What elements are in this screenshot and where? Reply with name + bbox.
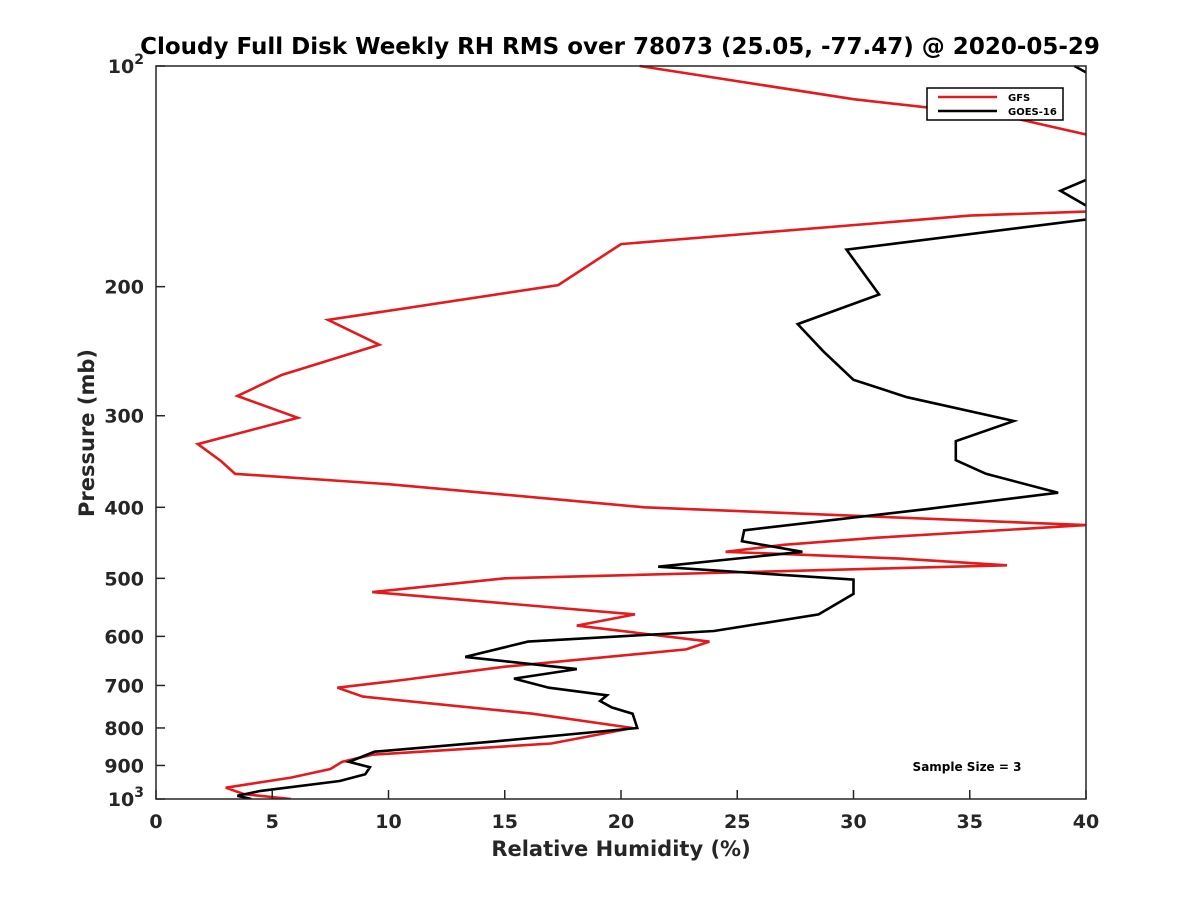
y-tick-label-base: 10 (108, 56, 134, 78)
plot-area: 0 5 10 15 20 25 30 35 40 10220030040050060070080… (104, 52, 1099, 833)
legend-label-gfs: GFS (1008, 93, 1030, 104)
x-tick-label: 40 (1073, 811, 1099, 833)
y-axis-title: Pressure (mb) (75, 349, 99, 517)
legend-label-goes-16: GOES-16 (1008, 107, 1057, 118)
x-tick-label: 10 (375, 811, 401, 833)
y-tick-label-base: 700 (104, 675, 144, 697)
y-tick-label: 102 (108, 52, 144, 78)
legend-box (926, 87, 1064, 121)
x-tick-label: 0 (149, 811, 162, 833)
x-tick-label: 25 (724, 811, 750, 833)
y-tick-label: 600 (104, 626, 144, 648)
x-tick-label: 5 (266, 811, 279, 833)
y-tick-label-base: 10 (108, 789, 134, 811)
y-tick-label: 200 (104, 277, 144, 299)
y-tick-label-base: 800 (104, 718, 144, 740)
y-tick-label-base: 600 (104, 626, 144, 648)
y-tick-label: 103 (108, 785, 144, 811)
x-tick-label: 30 (840, 811, 866, 833)
y-tick-label-base: 200 (104, 277, 144, 299)
chart-title: Cloudy Full Disk Weekly RH RMS over 7807… (140, 34, 1100, 60)
y-tick-label-base: 300 (104, 406, 144, 428)
y-tick-label-exponent: 3 (134, 785, 144, 801)
sample-size-annotation: Sample Size = 3 (913, 760, 1022, 774)
y-tick-label: 500 (104, 568, 144, 590)
x-tick-label: 15 (492, 811, 518, 833)
x-axis: 0 5 10 15 20 25 30 35 40 (149, 790, 1099, 833)
series-layer (194, 64, 1086, 799)
y-tick-label: 400 (104, 497, 144, 519)
y-tick-label-exponent: 2 (134, 52, 144, 68)
y-tick-label: 900 (104, 755, 144, 777)
x-tick-label: 35 (957, 811, 983, 833)
y-tick-label: 800 (104, 718, 144, 740)
y-tick-label: 700 (104, 675, 144, 697)
y-tick-label-base: 900 (104, 755, 144, 777)
legend: GFS GOES-16 (926, 87, 1064, 121)
y-tick-label-base: 400 (104, 497, 144, 519)
y-tick-label-base: 500 (104, 568, 144, 590)
y-tick-label: 300 (104, 406, 144, 428)
x-axis-title: Relative Humidity (%) (491, 837, 750, 861)
series-line-goes-16 (237, 64, 1086, 799)
x-tick-label: 20 (608, 811, 634, 833)
series-line-gfs (194, 64, 1086, 799)
